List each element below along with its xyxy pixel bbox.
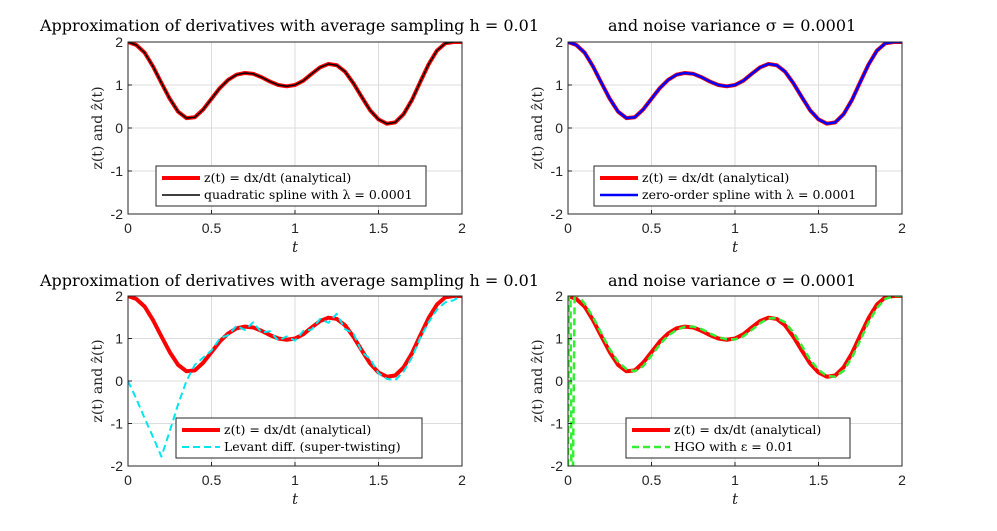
legend-box bbox=[593, 165, 877, 207]
y-tick-label: 1 bbox=[115, 77, 123, 93]
legend-entry-0: z(t) = dx/dt (analytical) bbox=[204, 170, 351, 185]
x-tick-label: 0.5 bbox=[202, 220, 222, 236]
x-axis-label: t bbox=[732, 238, 739, 256]
subplot-levant-differentiator: 0 0.5 1 1.5 2 2 1 0 -1 -2 t z(t) and ẑ(t) z(t) = dx/… bbox=[90, 288, 466, 508]
y-axis-label: z(t) and ẑ(t) bbox=[90, 339, 106, 422]
legend-box bbox=[625, 417, 851, 459]
x-tick-label: 1.5 bbox=[809, 220, 829, 236]
y-tick-label: 1 bbox=[555, 77, 563, 93]
legend-entry-1: HGO with ε = 0.01 bbox=[674, 439, 794, 454]
y-tick-label: -2 bbox=[111, 458, 124, 474]
legend-box bbox=[175, 417, 423, 459]
x-tick-label: 2 bbox=[458, 220, 466, 236]
y-tick-label: 0 bbox=[115, 373, 123, 389]
series-line-1 bbox=[568, 296, 902, 466]
legend-entry-0: z(t) = dx/dt (analytical) bbox=[224, 422, 371, 437]
y-axis-label: z(t) and ẑ(t) bbox=[530, 339, 546, 422]
legend-entry-0: z(t) = dx/dt (analytical) bbox=[674, 422, 821, 437]
x-axis-label: t bbox=[292, 490, 299, 508]
legend-entry-1: quadratic spline with λ = 0.0001 bbox=[204, 187, 413, 202]
x-tick-label: 0.5 bbox=[642, 472, 662, 488]
x-tick-label: 1 bbox=[731, 472, 739, 488]
figure-title-left: Approximation of derivatives with averag… bbox=[39, 271, 539, 290]
legend-entry-1: Levant diff. (super-twisting) bbox=[224, 439, 401, 454]
x-tick-label: 1.5 bbox=[809, 472, 829, 488]
legend-entry-0: z(t) = dx/dt (analytical) bbox=[642, 170, 789, 185]
x-tick-label: 0 bbox=[124, 220, 132, 236]
subplot-zero-order-spline: 0 0.5 1 1.5 2 2 1 0 -1 -2 t z(t) and ẑ(t) z(t) = dx/… bbox=[530, 34, 906, 256]
legend: z(t) = dx/dt (analytical) zero-order spli… bbox=[593, 165, 877, 207]
legend: z(t) = dx/dt (analytical) HGO with ε = 0.… bbox=[625, 417, 851, 459]
x-tick-label: 1.5 bbox=[369, 220, 389, 236]
x-tick-label: 2 bbox=[898, 472, 906, 488]
y-tick-label: 2 bbox=[555, 34, 563, 50]
subplot-hgo: 0 0.5 1 1.5 2 2 1 0 -1 -2 t z(t) and ẑ(t) z(t) = dx/… bbox=[530, 288, 906, 508]
y-tick-label: -2 bbox=[111, 206, 124, 222]
y-tick-label: 2 bbox=[115, 288, 123, 304]
y-axis-label: z(t) and ẑ(t) bbox=[530, 86, 546, 169]
y-tick-label: 0 bbox=[555, 373, 563, 389]
legend-box bbox=[155, 165, 427, 207]
y-tick-label: -1 bbox=[551, 163, 564, 179]
x-tick-label: 0.5 bbox=[202, 472, 222, 488]
x-tick-label: 1.5 bbox=[369, 472, 389, 488]
y-tick-label: 2 bbox=[555, 288, 563, 304]
figure-title-right: and noise variance σ = 0.0001 bbox=[608, 16, 856, 35]
series-group bbox=[568, 42, 902, 126]
y-tick-label: -1 bbox=[111, 163, 124, 179]
subplot-quadratic-spline: 0 0.5 1 1.5 2 2 1 0 -1 -2 t z(t) and ẑ(t) z(t) = dx/… bbox=[90, 34, 466, 256]
y-tick-label: 0 bbox=[555, 120, 563, 136]
y-axis-label: z(t) and ẑ(t) bbox=[90, 86, 106, 169]
y-tick-label: 1 bbox=[555, 331, 563, 347]
series-group bbox=[128, 42, 462, 126]
x-tick-label: 0 bbox=[564, 220, 572, 236]
x-tick-label: 1 bbox=[291, 220, 299, 236]
y-tick-label: -2 bbox=[551, 206, 564, 222]
series-line-1 bbox=[128, 296, 462, 458]
x-axis-label: t bbox=[732, 490, 739, 508]
x-tick-label: 0.5 bbox=[642, 220, 662, 236]
series-line-1 bbox=[568, 42, 902, 125]
y-tick-label: -2 bbox=[551, 458, 564, 474]
y-tick-label: 0 bbox=[115, 120, 123, 136]
legend: z(t) = dx/dt (analytical) Levant diff. (s… bbox=[175, 417, 423, 459]
y-tick-label: -1 bbox=[111, 416, 124, 432]
legend: z(t) = dx/dt (analytical) quadratic splin… bbox=[155, 165, 427, 207]
x-tick-label: 0 bbox=[564, 472, 572, 488]
x-tick-label: 2 bbox=[898, 220, 906, 236]
series-group bbox=[568, 296, 902, 466]
figure-title-left: Approximation of derivatives with averag… bbox=[39, 16, 539, 35]
series-line-1 bbox=[128, 42, 462, 125]
y-tick-label: 1 bbox=[115, 331, 123, 347]
x-tick-label: 2 bbox=[458, 472, 466, 488]
x-tick-label: 1 bbox=[731, 220, 739, 236]
y-tick-label: -1 bbox=[551, 416, 564, 432]
x-tick-label: 1 bbox=[291, 472, 299, 488]
figure-title-right: and noise variance σ = 0.0001 bbox=[608, 271, 856, 290]
legend-entry-1: zero-order spline with λ = 0.0001 bbox=[642, 187, 856, 202]
x-tick-label: 0 bbox=[124, 472, 132, 488]
y-tick-label: 2 bbox=[115, 34, 123, 50]
x-axis-label: t bbox=[292, 238, 299, 256]
series-line-0 bbox=[128, 296, 462, 379]
series-group bbox=[128, 296, 462, 458]
